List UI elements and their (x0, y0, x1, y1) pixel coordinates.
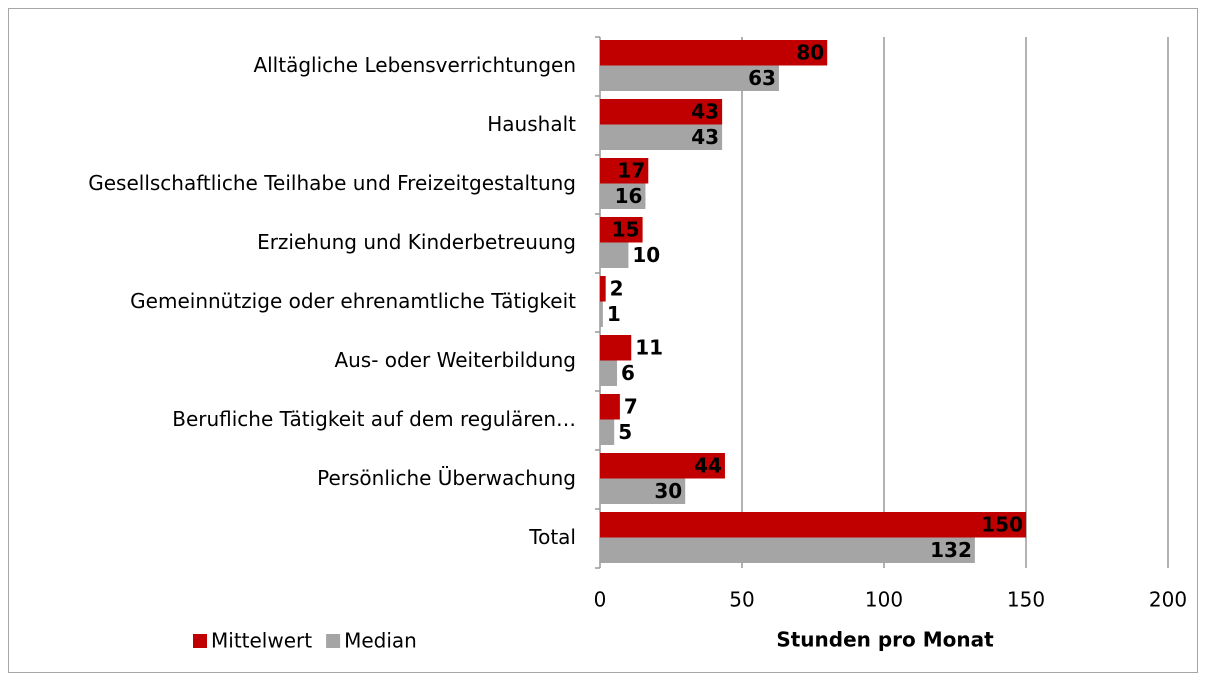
value-label: 63 (748, 66, 776, 90)
value-label: 43 (691, 125, 719, 149)
x-tick-label: 50 (729, 588, 754, 612)
x-tick-label: 100 (865, 588, 903, 612)
value-label: 10 (632, 243, 660, 267)
y-tick-label: Total (528, 525, 576, 549)
x-tick-label: 150 (1007, 588, 1045, 612)
bar (600, 183, 646, 209)
value-label: 11 (635, 335, 663, 359)
bar (600, 217, 643, 243)
chart-frame (8, 8, 1198, 673)
y-tick-label: Haushalt (487, 112, 576, 136)
y-tick-label: Gesellschaftliche Teilhabe und Freizeitg… (88, 171, 576, 195)
y-tick-label: Gemeinnützige oder ehrenamtliche Tätigke… (130, 289, 576, 313)
bar (600, 158, 649, 184)
value-label: 132 (930, 538, 972, 562)
value-label: 6 (621, 361, 635, 385)
value-label: 7 (624, 394, 638, 418)
value-label: 30 (654, 479, 682, 503)
bar (600, 453, 725, 479)
x-axis-title: Stunden pro Monat (776, 628, 994, 652)
bar (600, 419, 615, 445)
bar (600, 242, 629, 268)
value-label: 150 (981, 512, 1023, 536)
legend-label: Mittelwert (211, 629, 312, 653)
bar (600, 40, 828, 66)
value-label: 5 (618, 420, 632, 444)
bar (600, 512, 1026, 538)
value-label: 17 (617, 158, 645, 182)
x-tick-label: 0 (594, 588, 607, 612)
bar (600, 99, 723, 125)
y-tick-label: Aus- oder Weiterbildung (334, 348, 576, 372)
value-label: 2 (610, 276, 624, 300)
value-label: 80 (796, 40, 824, 64)
bar (600, 394, 620, 420)
bar (600, 478, 686, 504)
bar (600, 65, 779, 91)
bar (600, 301, 603, 327)
y-tick-label: Berufliche Tätigkeit auf dem regulären… (172, 407, 576, 431)
x-tick-label: 200 (1149, 588, 1187, 612)
legend-swatch (326, 634, 341, 648)
value-label: 1 (607, 302, 621, 326)
value-label: 43 (691, 99, 719, 123)
legend-label: Median (344, 629, 417, 653)
bar (600, 335, 632, 361)
y-tick-label: Erziehung und Kinderbetreuung (257, 230, 576, 254)
value-label: 16 (615, 184, 643, 208)
bar (600, 537, 975, 563)
legend-swatch (193, 634, 207, 648)
y-tick-label: Persönliche Überwachung (317, 466, 576, 490)
value-label: 15 (612, 217, 640, 241)
bar (600, 360, 618, 386)
y-tick-label: Alltägliche Lebensverrichtungen (253, 53, 576, 77)
bar (600, 276, 606, 302)
value-label: 44 (694, 453, 722, 477)
bar (600, 124, 723, 150)
